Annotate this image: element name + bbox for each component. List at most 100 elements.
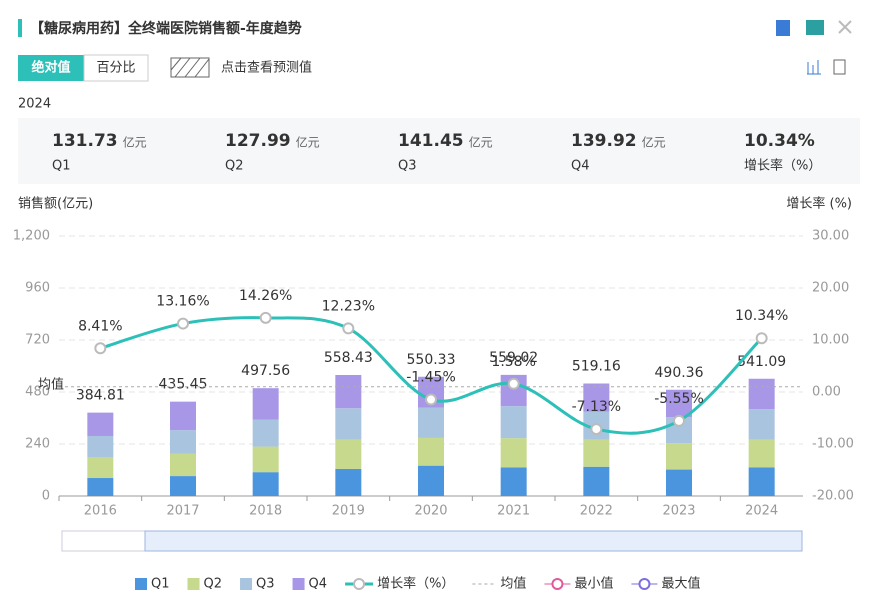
bar bbox=[335, 439, 362, 469]
x-tick-label: 2021 bbox=[497, 504, 530, 519]
x-tick-label: 2018 bbox=[249, 504, 282, 519]
bar bbox=[418, 437, 444, 466]
line-label: -1.45% bbox=[406, 370, 456, 386]
toggle-label: 百分比 bbox=[96, 61, 135, 76]
summary-value: 127.99 bbox=[225, 131, 291, 151]
legend-swatch bbox=[292, 578, 305, 590]
line-label: 14.26% bbox=[239, 288, 292, 304]
bar bbox=[87, 435, 114, 457]
y2-tick-label: -20.00 bbox=[812, 489, 854, 504]
bar bbox=[252, 472, 279, 496]
legend-label[interactable]: 均值 bbox=[500, 576, 526, 592]
summary-panel bbox=[18, 118, 860, 184]
x-tick-label: 2023 bbox=[662, 504, 695, 519]
summary-label: Q3 bbox=[398, 159, 417, 174]
summary-unit: 亿元 bbox=[296, 135, 320, 150]
bar bbox=[335, 408, 362, 440]
bar bbox=[748, 467, 775, 496]
toggle[interactable] bbox=[83, 54, 149, 82]
legend-label[interactable]: Q2 bbox=[204, 577, 223, 592]
bar bbox=[170, 476, 196, 496]
y-label: 销售额(亿元) bbox=[18, 196, 93, 212]
bar bbox=[335, 468, 362, 496]
summary-label: Q4 bbox=[571, 159, 590, 174]
doc-icon[interactable] bbox=[833, 59, 846, 75]
total-label: 490.36 bbox=[655, 365, 704, 381]
zoom-window[interactable] bbox=[144, 530, 803, 552]
x-tick-label: 2019 bbox=[332, 504, 365, 519]
summary-unit: 亿元 bbox=[123, 135, 147, 150]
line-label: 13.16% bbox=[156, 294, 209, 310]
y2-tick-label: 10.00 bbox=[812, 333, 849, 348]
line-point bbox=[755, 332, 768, 345]
line-label: 1.58% bbox=[491, 354, 535, 370]
legend-swatch bbox=[638, 578, 651, 590]
bar bbox=[170, 453, 196, 477]
forecast-label[interactable]: 点击查看预测值 bbox=[221, 60, 312, 76]
bar bbox=[583, 383, 610, 412]
bar bbox=[748, 439, 775, 468]
summary-unit: 亿元 bbox=[469, 135, 493, 150]
toggle-label: 绝对值 bbox=[31, 60, 70, 76]
y-tick-label: 240 bbox=[25, 437, 50, 452]
legend-swatch bbox=[135, 578, 147, 590]
chart-icon[interactable] bbox=[807, 60, 821, 75]
bar bbox=[418, 407, 444, 438]
bar bbox=[252, 419, 279, 447]
x-tick-label: 2022 bbox=[580, 504, 613, 519]
line-label: 8.41% bbox=[78, 318, 122, 334]
total-label: 435.45 bbox=[159, 377, 208, 393]
line-point bbox=[259, 311, 272, 324]
x-tick-label: 2020 bbox=[414, 504, 447, 519]
bar bbox=[87, 478, 114, 496]
legend-swatch bbox=[187, 578, 200, 590]
x-tick-label: 2024 bbox=[745, 504, 778, 519]
line-label: 12.23% bbox=[322, 298, 375, 314]
summary-unit: 亿元 bbox=[642, 135, 666, 150]
line-point bbox=[507, 377, 520, 390]
bar bbox=[170, 401, 196, 431]
legend-label[interactable]: Q3 bbox=[256, 577, 275, 592]
legend-label[interactable]: Q1 bbox=[151, 577, 170, 592]
legend-label[interactable]: 最小值 bbox=[574, 576, 613, 592]
line-label: -5.55% bbox=[654, 391, 704, 407]
summary-label: Q1 bbox=[52, 159, 71, 174]
bar bbox=[748, 378, 775, 410]
toggle-active[interactable] bbox=[18, 55, 84, 81]
bar bbox=[87, 412, 114, 436]
y2-tick-label: 30.00 bbox=[812, 229, 849, 244]
y2-tick-label: 0.00 bbox=[812, 385, 841, 400]
bar bbox=[500, 406, 527, 439]
bar bbox=[666, 389, 692, 418]
bar bbox=[252, 388, 279, 420]
y-tick-label: 1,200 bbox=[13, 229, 50, 244]
legend-label[interactable]: Q4 bbox=[309, 577, 328, 592]
bar bbox=[252, 446, 279, 473]
legend-label[interactable]: 增长率（%） bbox=[377, 576, 454, 592]
legend-label[interactable]: 最大值 bbox=[661, 576, 700, 592]
summary-label: Q2 bbox=[225, 159, 244, 174]
excel-icon[interactable] bbox=[776, 20, 790, 36]
total-label: 519.16 bbox=[572, 359, 621, 375]
summary-value: 139.92 bbox=[571, 131, 637, 151]
line-point bbox=[425, 393, 437, 406]
line-label: -7.13% bbox=[572, 399, 622, 415]
close-icon[interactable] bbox=[838, 20, 852, 34]
total-label: 558.43 bbox=[324, 350, 373, 366]
x-tick-label: 2017 bbox=[166, 504, 199, 519]
x-tick-label: 2016 bbox=[84, 504, 117, 519]
bar bbox=[418, 465, 444, 496]
bar bbox=[583, 439, 610, 467]
legend-swatch bbox=[551, 578, 564, 590]
legend-swatch bbox=[353, 578, 366, 590]
y-tick-label: 720 bbox=[25, 333, 50, 348]
image-icon[interactable] bbox=[806, 20, 824, 35]
summary-label: 增长率（%） bbox=[744, 158, 821, 174]
hatch bbox=[170, 57, 210, 78]
line-point bbox=[177, 317, 189, 330]
bar bbox=[87, 457, 114, 479]
summary-value: 141.45 bbox=[398, 131, 464, 151]
y-tick-label: 480 bbox=[25, 385, 50, 400]
total-label: 541.09 bbox=[737, 354, 786, 370]
